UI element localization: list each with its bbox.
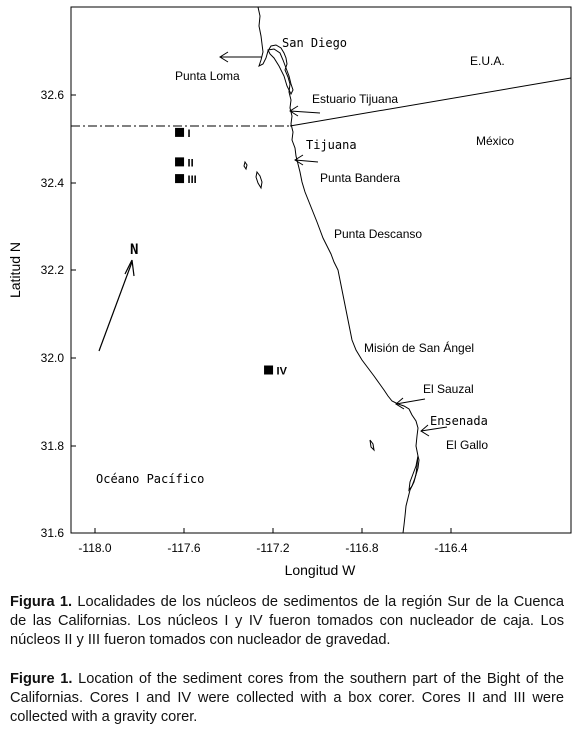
border-line bbox=[289, 77, 572, 127]
caption-en-text: Location of the sediment cores from the … bbox=[10, 671, 564, 726]
label-oceano: Océano Pacífico bbox=[96, 472, 204, 486]
caption-es-text: Localidades de los núcleos de sedimentos… bbox=[10, 594, 564, 649]
caption-english: Figure 1. Location of the sediment cores… bbox=[10, 670, 564, 728]
label-punta-bandera: Punta Bandera bbox=[320, 171, 400, 185]
punta-banda-spit bbox=[408, 455, 420, 492]
san-diego-bay bbox=[267, 48, 294, 96]
caption-en-label: Figure 1. bbox=[10, 671, 73, 687]
label-san-diego: San Diego bbox=[282, 36, 347, 50]
label-punta-descanso: Punta Descanso bbox=[334, 227, 422, 241]
island bbox=[243, 160, 248, 171]
caption-es-label: Figura 1. bbox=[10, 594, 73, 610]
y-tick-label: 31.6 bbox=[41, 526, 65, 540]
x-tick-label: -117.2 bbox=[256, 541, 289, 555]
map-figure: -118.0 -117.6 -117.2 -116.8 -116.4 Longi… bbox=[7, 6, 572, 578]
coastline bbox=[257, 6, 419, 534]
core-marker-ii bbox=[175, 157, 185, 167]
location-arrows bbox=[219, 51, 448, 437]
label-tijuana: Tijuana bbox=[306, 138, 357, 152]
y-tick-label: 32.4 bbox=[41, 176, 65, 190]
label-ensenada: Ensenada bbox=[430, 414, 488, 428]
x-axis-label: Longitud W bbox=[285, 562, 357, 578]
x-tick-label: -116.8 bbox=[345, 541, 378, 555]
label-punta-loma: Punta Loma bbox=[175, 69, 240, 83]
core-marker-iii bbox=[175, 174, 185, 184]
y-axis-label: Latitud N bbox=[7, 242, 23, 298]
label-mexico: México bbox=[476, 134, 514, 148]
y-tick-label: 32.2 bbox=[41, 263, 65, 277]
core-label-iii: III bbox=[188, 174, 197, 186]
core-marker-i bbox=[175, 127, 185, 137]
island bbox=[255, 170, 263, 190]
label-el-sauzal: El Sauzal bbox=[423, 382, 474, 396]
y-axis: 32.6 32.4 32.2 32.0 31.8 31.6 Latitud N bbox=[7, 88, 76, 540]
y-tick-label: 32.0 bbox=[41, 351, 65, 365]
core-label-iv: IV bbox=[277, 366, 288, 378]
x-tick-label: -117.6 bbox=[167, 541, 200, 555]
y-tick-label: 32.6 bbox=[41, 88, 65, 102]
core-marker-iv bbox=[264, 365, 274, 375]
map-frame bbox=[70, 6, 572, 534]
caption-spanish: Figura 1. Localidades de los núcleos de … bbox=[10, 593, 564, 651]
label-estuario: Estuario Tijuana bbox=[312, 92, 398, 106]
north-label: N bbox=[130, 242, 138, 258]
x-tick-label: -118.0 bbox=[78, 541, 111, 555]
y-tick-label: 31.8 bbox=[41, 439, 65, 453]
north-arrow: N bbox=[98, 242, 138, 352]
label-el-gallo: El Gallo bbox=[446, 438, 488, 452]
label-eua: E.U.A. bbox=[470, 54, 505, 68]
label-mision: Misión de San Ángel bbox=[364, 340, 474, 355]
x-tick-label: -116.4 bbox=[434, 541, 467, 555]
island bbox=[369, 439, 375, 452]
core-label-i: I bbox=[188, 128, 191, 140]
x-axis: -118.0 -117.6 -117.2 -116.8 -116.4 Longi… bbox=[78, 528, 468, 578]
core-label-ii: II bbox=[188, 157, 194, 169]
